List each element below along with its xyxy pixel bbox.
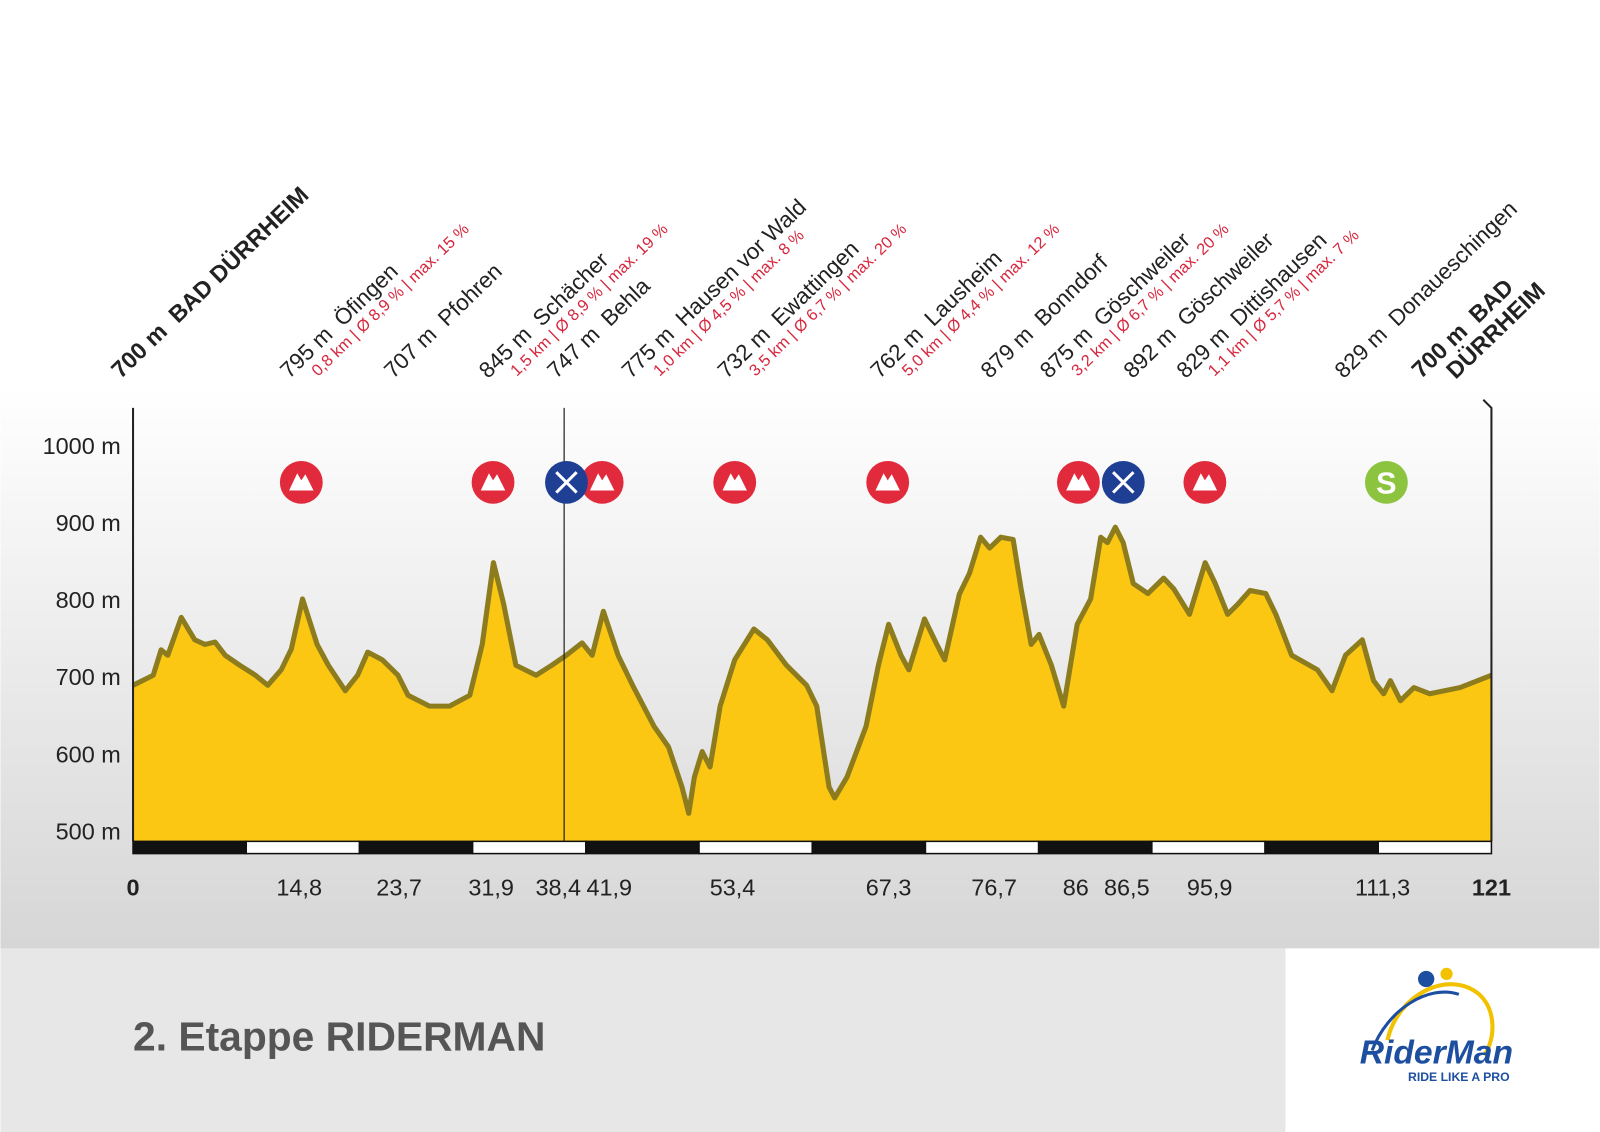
distance-bar-segment	[924, 840, 1040, 855]
distance-bar-segment	[471, 840, 587, 855]
climb-icon-glyph	[875, 473, 900, 491]
sprint-icon	[1364, 460, 1408, 504]
climb-icon-glyph	[1192, 473, 1218, 491]
x-tick-label: 53,4	[710, 874, 756, 900]
x-tick-label: 14,8	[276, 874, 322, 900]
chart-background	[0, 387, 1600, 949]
x-tick-label: 31,9	[468, 874, 514, 900]
y-tick-label: 1000 m	[43, 433, 121, 459]
y-tick-label: 700 m	[56, 664, 121, 690]
sprint-icon-label: S	[1376, 467, 1396, 501]
climb-icon-glyph	[480, 473, 506, 491]
logo-dot	[1440, 967, 1453, 981]
distance-bar-segment	[245, 840, 361, 855]
finish-line	[1482, 399, 1493, 842]
x-tick-label: 41,9	[586, 874, 632, 900]
distance-bar-segment	[1151, 840, 1266, 855]
x-tick-label: 86	[1063, 874, 1089, 900]
area	[133, 525, 1492, 842]
x-tick-label: 38,4	[535, 874, 581, 900]
feed-icon-glyph	[555, 471, 578, 494]
x-tick-label: 111,3	[1355, 874, 1410, 900]
y-tick-label: 500 m	[56, 818, 121, 844]
y-tick-label: 600 m	[56, 741, 121, 767]
profile-edge	[131, 524, 1493, 816]
distance-bar-segment	[585, 840, 700, 855]
climb-icon-glyph	[589, 473, 615, 491]
logo-tagline: RIDE LIKE A PRO	[1408, 1070, 1510, 1084]
x-tick-label: 67,3	[866, 874, 912, 900]
logo-name: RiderMan	[1360, 1035, 1513, 1072]
distance-bar-segment	[1037, 840, 1153, 855]
logo-background	[1285, 948, 1600, 1132]
distance-bar-segment	[811, 840, 927, 855]
x-tick-label: 121	[1472, 874, 1511, 900]
climb-icon-glyph	[289, 473, 314, 491]
x-tick-label: 86,5	[1104, 874, 1150, 900]
climb-icon-glyph	[1066, 473, 1091, 491]
x-tick-label: 23,7	[376, 874, 422, 900]
x-tick-label: 76,7	[971, 874, 1017, 900]
x-tick-label: 0	[127, 874, 140, 900]
distance-bar-segment	[1377, 840, 1493, 855]
logo-head	[1418, 970, 1435, 988]
top-background	[0, 0, 1600, 388]
distance-bar-segment	[132, 840, 248, 855]
distance-bar-segment	[1264, 840, 1380, 855]
y-tick-label: 800 m	[56, 587, 121, 613]
logo-swoosh	[1370, 990, 1460, 1051]
climb-icon-glyph	[722, 473, 747, 491]
chart-title: 2. Etappe RIDERMAN	[133, 1013, 545, 1059]
distance-bar-segment	[698, 840, 814, 855]
distance-bar-segment	[358, 840, 474, 855]
feed-icon-glyph	[1112, 471, 1135, 494]
x-tick-label: 95,9	[1187, 874, 1233, 900]
logo: RiderMan RIDE LIKE A PRO	[1360, 967, 1513, 1084]
y-tick-label: 900 m	[56, 510, 121, 536]
